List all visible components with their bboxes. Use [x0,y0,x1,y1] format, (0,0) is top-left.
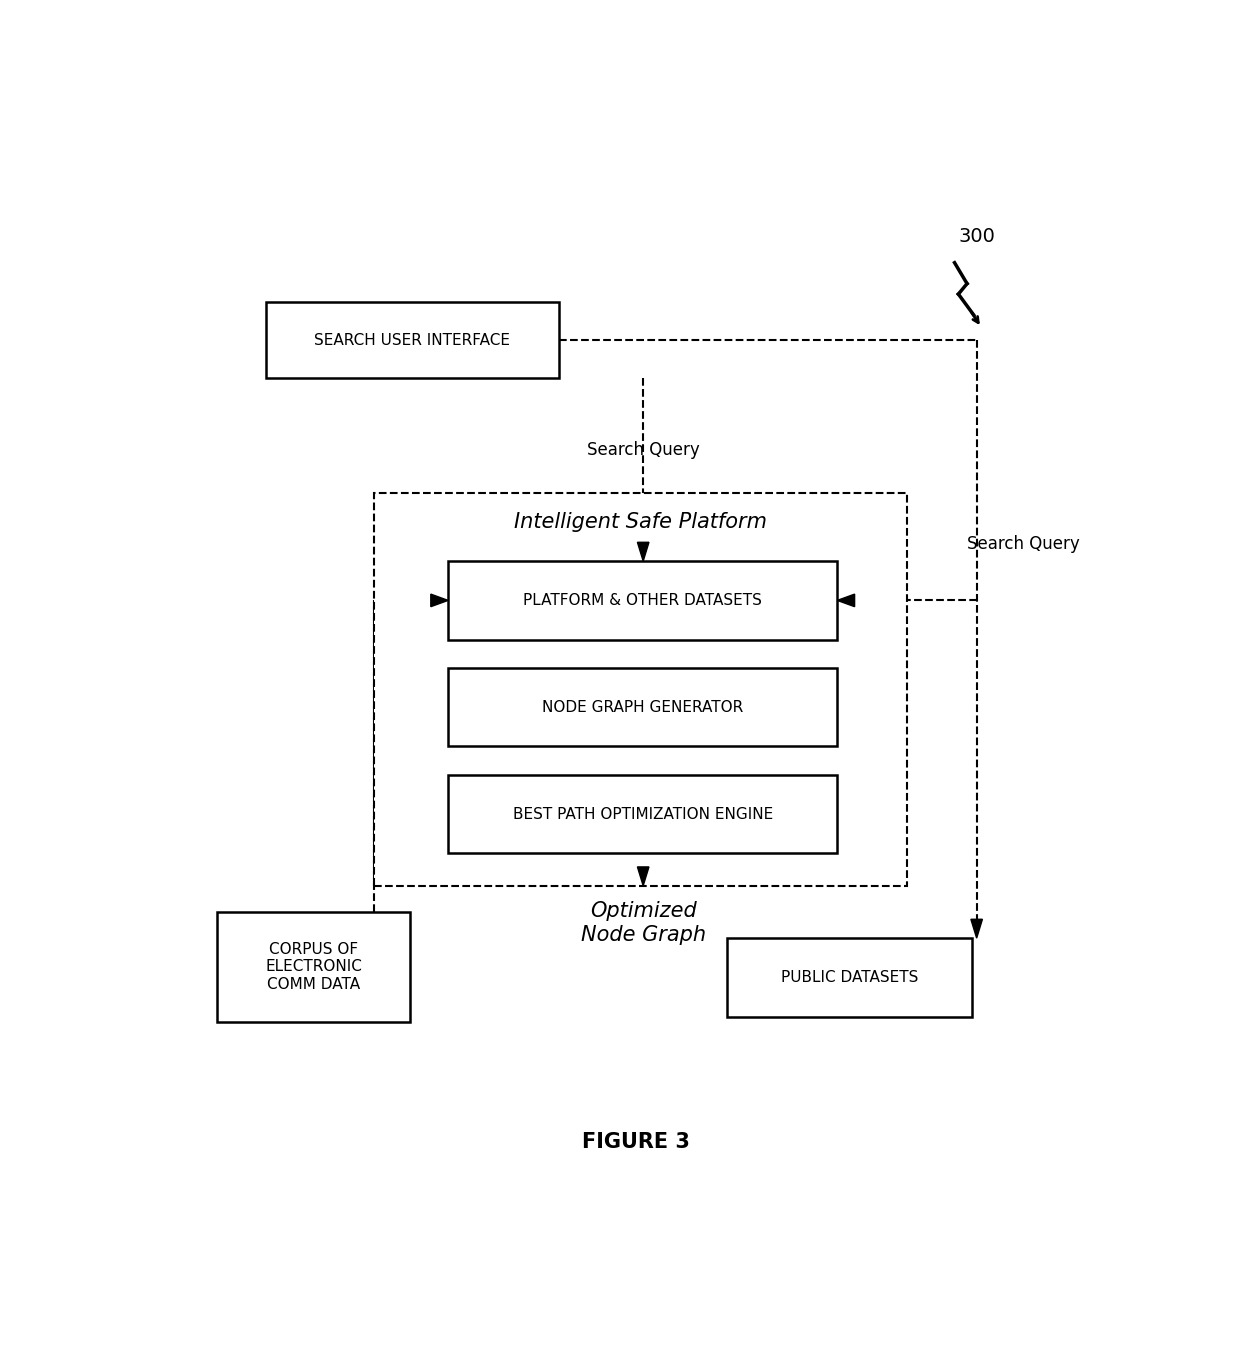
Text: NODE GRAPH GENERATOR: NODE GRAPH GENERATOR [542,700,743,715]
Text: Intelligent Safe Platform: Intelligent Safe Platform [515,511,768,532]
Text: 300: 300 [959,227,994,246]
Text: Optimized
Node Graph: Optimized Node Graph [580,902,706,945]
Polygon shape [837,594,854,607]
Text: BEST PATH OPTIMIZATION ENGINE: BEST PATH OPTIMIZATION ENGINE [512,806,773,821]
Polygon shape [637,543,649,562]
FancyBboxPatch shape [217,913,409,1021]
FancyBboxPatch shape [265,302,558,378]
FancyBboxPatch shape [448,562,837,639]
Polygon shape [971,919,982,938]
Text: Search Query: Search Query [587,441,699,458]
Polygon shape [430,594,448,607]
Text: FIGURE 3: FIGURE 3 [582,1133,689,1152]
Text: SEARCH USER INTERFACE: SEARCH USER INTERFACE [314,333,510,348]
FancyBboxPatch shape [448,668,837,747]
Text: PLATFORM & OTHER DATASETS: PLATFORM & OTHER DATASETS [523,593,763,608]
FancyBboxPatch shape [727,938,972,1017]
Text: PUBLIC DATASETS: PUBLIC DATASETS [781,970,918,985]
Polygon shape [637,866,649,885]
FancyBboxPatch shape [448,775,837,853]
Text: CORPUS OF
ELECTRONIC
COMM DATA: CORPUS OF ELECTRONIC COMM DATA [265,942,362,991]
FancyBboxPatch shape [374,494,908,885]
Text: Search Query: Search Query [967,534,1080,554]
